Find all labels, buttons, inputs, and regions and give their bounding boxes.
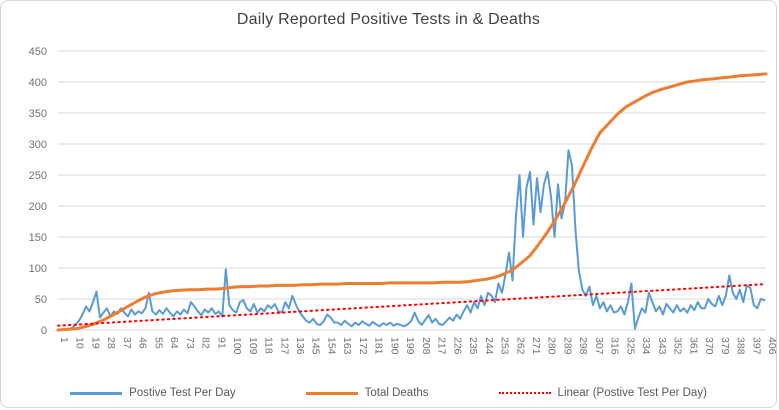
- y-axis-tick-label: 450: [29, 46, 47, 58]
- x-axis-tick-label: 388: [735, 337, 747, 355]
- x-axis-tick-label: 1: [58, 337, 70, 343]
- y-axis-tick-label: 50: [35, 294, 47, 306]
- x-axis-tick-label: 172: [357, 337, 369, 355]
- series-line-1[interactable]: [57, 149, 766, 331]
- x-axis-tick-label: 244: [483, 337, 495, 355]
- x-axis-tick-label: 379: [719, 337, 731, 355]
- y-axis-tick-label: 250: [29, 170, 47, 182]
- y-axis-tick-label: 300: [29, 139, 47, 151]
- x-axis-tick-label: 262: [514, 337, 526, 355]
- x-axis-tick-label: 82: [200, 337, 212, 349]
- legend-line-sample: [305, 391, 358, 395]
- x-axis-tick-label: 46: [137, 337, 149, 349]
- x-axis-tick-label: 55: [152, 337, 164, 349]
- chart-title: Daily Reported Positive Tests in & Death…: [236, 11, 541, 28]
- x-axis-tick-label: 19: [89, 337, 101, 349]
- y-axis-tick-label: 200: [29, 201, 47, 213]
- y-axis-tick-label: 150: [29, 232, 47, 244]
- chart-legend: Postive Test Per Day Total Deaths Linear (…: [1, 387, 776, 399]
- legend-item-1[interactable]: Postive Test Per Day: [70, 387, 236, 399]
- y-axis-tick-label: 100: [29, 263, 47, 275]
- x-axis-tick-label: 127: [278, 337, 290, 355]
- x-axis-tick-label: 190: [388, 337, 400, 355]
- legend-line-sample: [498, 392, 551, 394]
- x-axis-tick-label: 298: [577, 337, 589, 355]
- x-axis-tick-label: 100: [231, 337, 243, 355]
- y-axis-tick-label: 0: [41, 325, 47, 337]
- x-axis-tick-label: 37: [121, 337, 133, 349]
- series-line-2[interactable]: [56, 72, 768, 332]
- x-axis-tick-label: 271: [530, 337, 542, 355]
- x-axis-tick-label: 235: [467, 337, 479, 355]
- legend-label: Linear (Postive Test Per Day): [557, 387, 707, 399]
- x-axis-tick-label: 307: [593, 337, 605, 355]
- x-axis-tick-label: 181: [373, 337, 385, 355]
- x-axis-tick-label: 370: [703, 337, 715, 355]
- x-axis-tick-label: 91: [215, 337, 227, 349]
- x-axis-tick-label: 352: [672, 337, 684, 355]
- x-axis-tick-label: 289: [561, 337, 573, 355]
- y-axis-tick-label: 350: [29, 108, 47, 120]
- y-axis-tick-label: 400: [29, 77, 47, 89]
- x-axis-tick-label: 73: [184, 337, 196, 349]
- x-axis-tick-label: 343: [656, 337, 668, 355]
- x-axis-tick-label: 136: [294, 337, 306, 355]
- x-axis-tick-label: 397: [750, 337, 762, 355]
- x-axis-tick-label: 406: [766, 337, 777, 355]
- x-axis-tick-label: 361: [687, 337, 699, 355]
- x-axis-tick-label: 118: [263, 337, 275, 354]
- x-axis-tick-label: 109: [247, 337, 259, 355]
- x-axis-tick-label: 325: [624, 337, 636, 355]
- legend-item-3[interactable]: Linear (Postive Test Per Day): [498, 387, 707, 399]
- x-axis-tick-label: 226: [451, 337, 463, 355]
- x-axis-tick-label: 217: [436, 337, 448, 355]
- x-axis-tick-label: 199: [404, 337, 416, 355]
- x-axis-tick-label: 154: [325, 337, 337, 355]
- x-axis-tick-label: 334: [640, 337, 652, 355]
- legend-line-sample: [70, 391, 123, 395]
- legend-item-2[interactable]: Total Deaths: [305, 387, 429, 399]
- x-axis-tick-label: 64: [168, 337, 180, 349]
- x-axis-tick-label: 253: [499, 337, 511, 355]
- x-axis-tick-label: 28: [105, 337, 117, 349]
- x-axis-tick-label: 163: [341, 337, 353, 355]
- x-axis-tick-label: 316: [609, 337, 621, 355]
- legend-label: Total Deaths: [364, 387, 429, 399]
- x-axis-tick-label: 280: [546, 337, 558, 355]
- x-axis-tick-label: 208: [420, 337, 432, 355]
- x-axis-tick-label: 145: [310, 337, 322, 355]
- legend-label: Postive Test Per Day: [129, 387, 236, 399]
- x-axis-tick-label: 10: [74, 337, 86, 349]
